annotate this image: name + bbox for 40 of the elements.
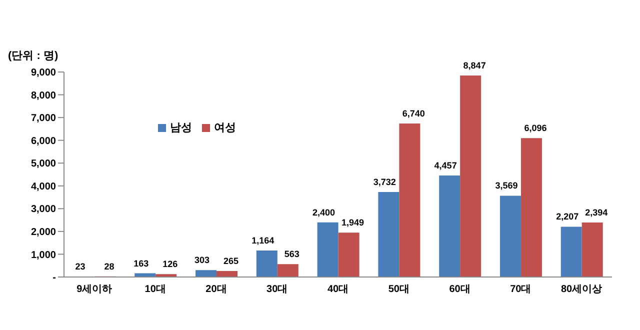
- data-label: 28: [104, 261, 114, 272]
- y-axis-title: (단위 : 명): [8, 49, 58, 63]
- data-label: 126: [162, 259, 178, 270]
- legend-label: 여성: [214, 122, 236, 134]
- data-label: 163: [134, 258, 149, 268]
- x-tick-label: 10대: [144, 284, 166, 296]
- x-tick-label: 50대: [388, 284, 410, 296]
- y-tick-label: 9,000: [30, 68, 56, 79]
- data-label: 2,400: [312, 207, 336, 218]
- x-tick-label: 9세이하: [76, 284, 112, 296]
- data-label: 2,207: [556, 212, 579, 222]
- data-label: 265: [224, 256, 239, 266]
- legend-label: 남성: [170, 122, 192, 134]
- x-tick-label: 20대: [206, 284, 227, 296]
- x-tick-label: 30대: [266, 284, 288, 296]
- y-tick-label: 5,000: [30, 158, 56, 170]
- data-label: 1,949: [342, 218, 364, 228]
- x-tick-label: 40대: [327, 284, 349, 296]
- data-label: 303: [194, 255, 210, 266]
- x-tick-label: 60대: [449, 284, 470, 296]
- data-label: 8,847: [463, 60, 486, 70]
- data-label: 6,740: [402, 108, 425, 118]
- y-tick-label: 3,000: [30, 204, 56, 216]
- x-tick-label: 70대: [510, 284, 532, 296]
- y-tick-label: 6,000: [30, 136, 56, 147]
- data-label: 4,457: [434, 160, 457, 170]
- data-label: 563: [284, 249, 300, 260]
- data-label: 3,732: [373, 176, 396, 187]
- y-tick-label: 2,000: [30, 226, 56, 238]
- data-label: 1,164: [252, 235, 274, 246]
- data-label: 3,569: [495, 180, 518, 191]
- data-label: 2,394: [585, 207, 608, 218]
- y-tick-label: -: [52, 272, 56, 284]
- x-tick-label: 80세이상: [560, 284, 602, 296]
- data-label: 6,096: [524, 123, 547, 134]
- y-tick-label: 1,000: [30, 250, 56, 261]
- data-label: 23: [75, 261, 86, 272]
- y-tick-label: 7,000: [30, 113, 56, 124]
- y-tick-label: 4,000: [30, 181, 56, 192]
- y-tick-label: 8,000: [30, 90, 56, 102]
